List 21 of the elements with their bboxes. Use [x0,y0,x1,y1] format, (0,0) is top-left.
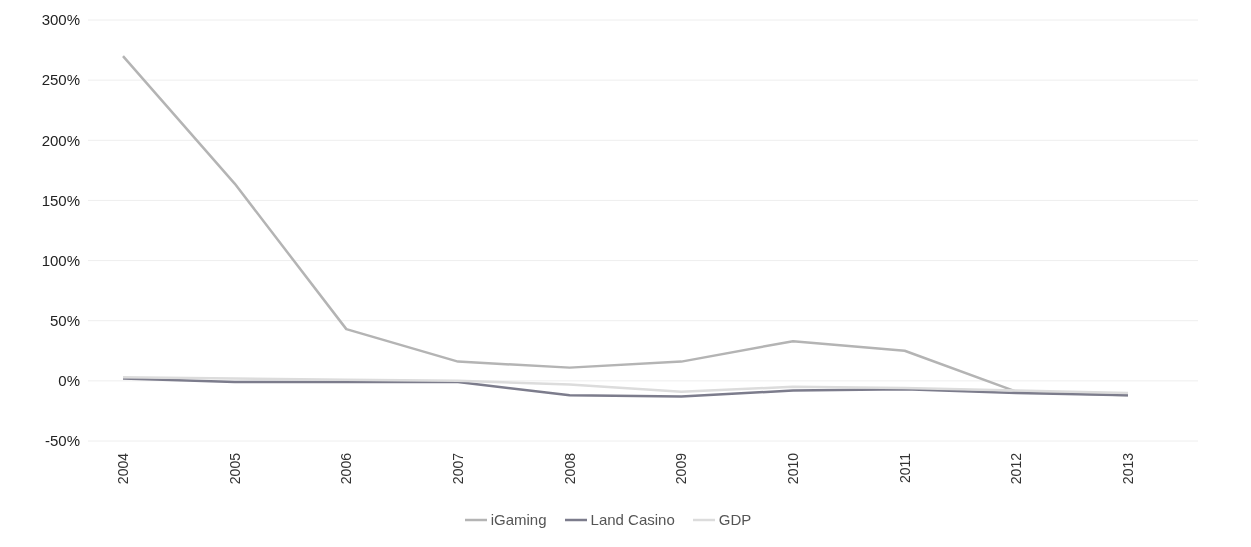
x-tick-label: 2011 [896,452,913,484]
x-tick-label: 2005 [226,452,243,485]
x-tick-label: 2012 [1008,452,1025,485]
y-tick-label: 100% [41,251,80,269]
y-tick-label: 0% [58,372,80,390]
y-tick-label: 250% [41,71,80,89]
x-tick-label: 2010 [785,452,801,485]
x-tick-label: 2013 [1120,452,1136,485]
y-tick-label: 300% [41,11,80,29]
y-tick-label: 200% [41,131,80,149]
x-tick-label: 2006 [338,452,355,485]
y-tick-label: 50% [49,312,80,330]
x-tick-label: 2009 [673,452,690,485]
legend-label: GDP [718,511,752,528]
x-tick-label: 2007 [450,452,466,485]
y-tick-label: -50% [44,432,80,450]
legend-label: Land Casino [590,511,675,528]
y-tick-label: 150% [41,191,80,209]
legend-label: iGaming [490,511,547,528]
x-tick-label: 2004 [115,452,131,485]
x-tick-label: 2008 [561,452,578,485]
